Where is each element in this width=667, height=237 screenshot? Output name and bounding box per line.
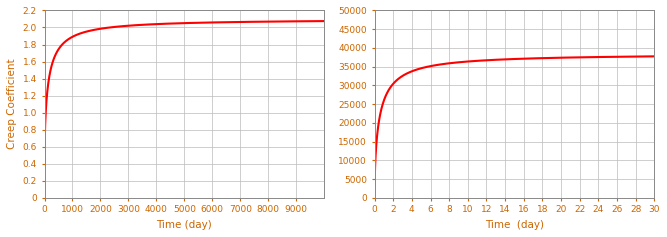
X-axis label: Time (day): Time (day) [157, 220, 212, 230]
X-axis label: Time  (day): Time (day) [485, 220, 544, 230]
Y-axis label: Creep Coefficient: Creep Coefficient [7, 59, 17, 150]
